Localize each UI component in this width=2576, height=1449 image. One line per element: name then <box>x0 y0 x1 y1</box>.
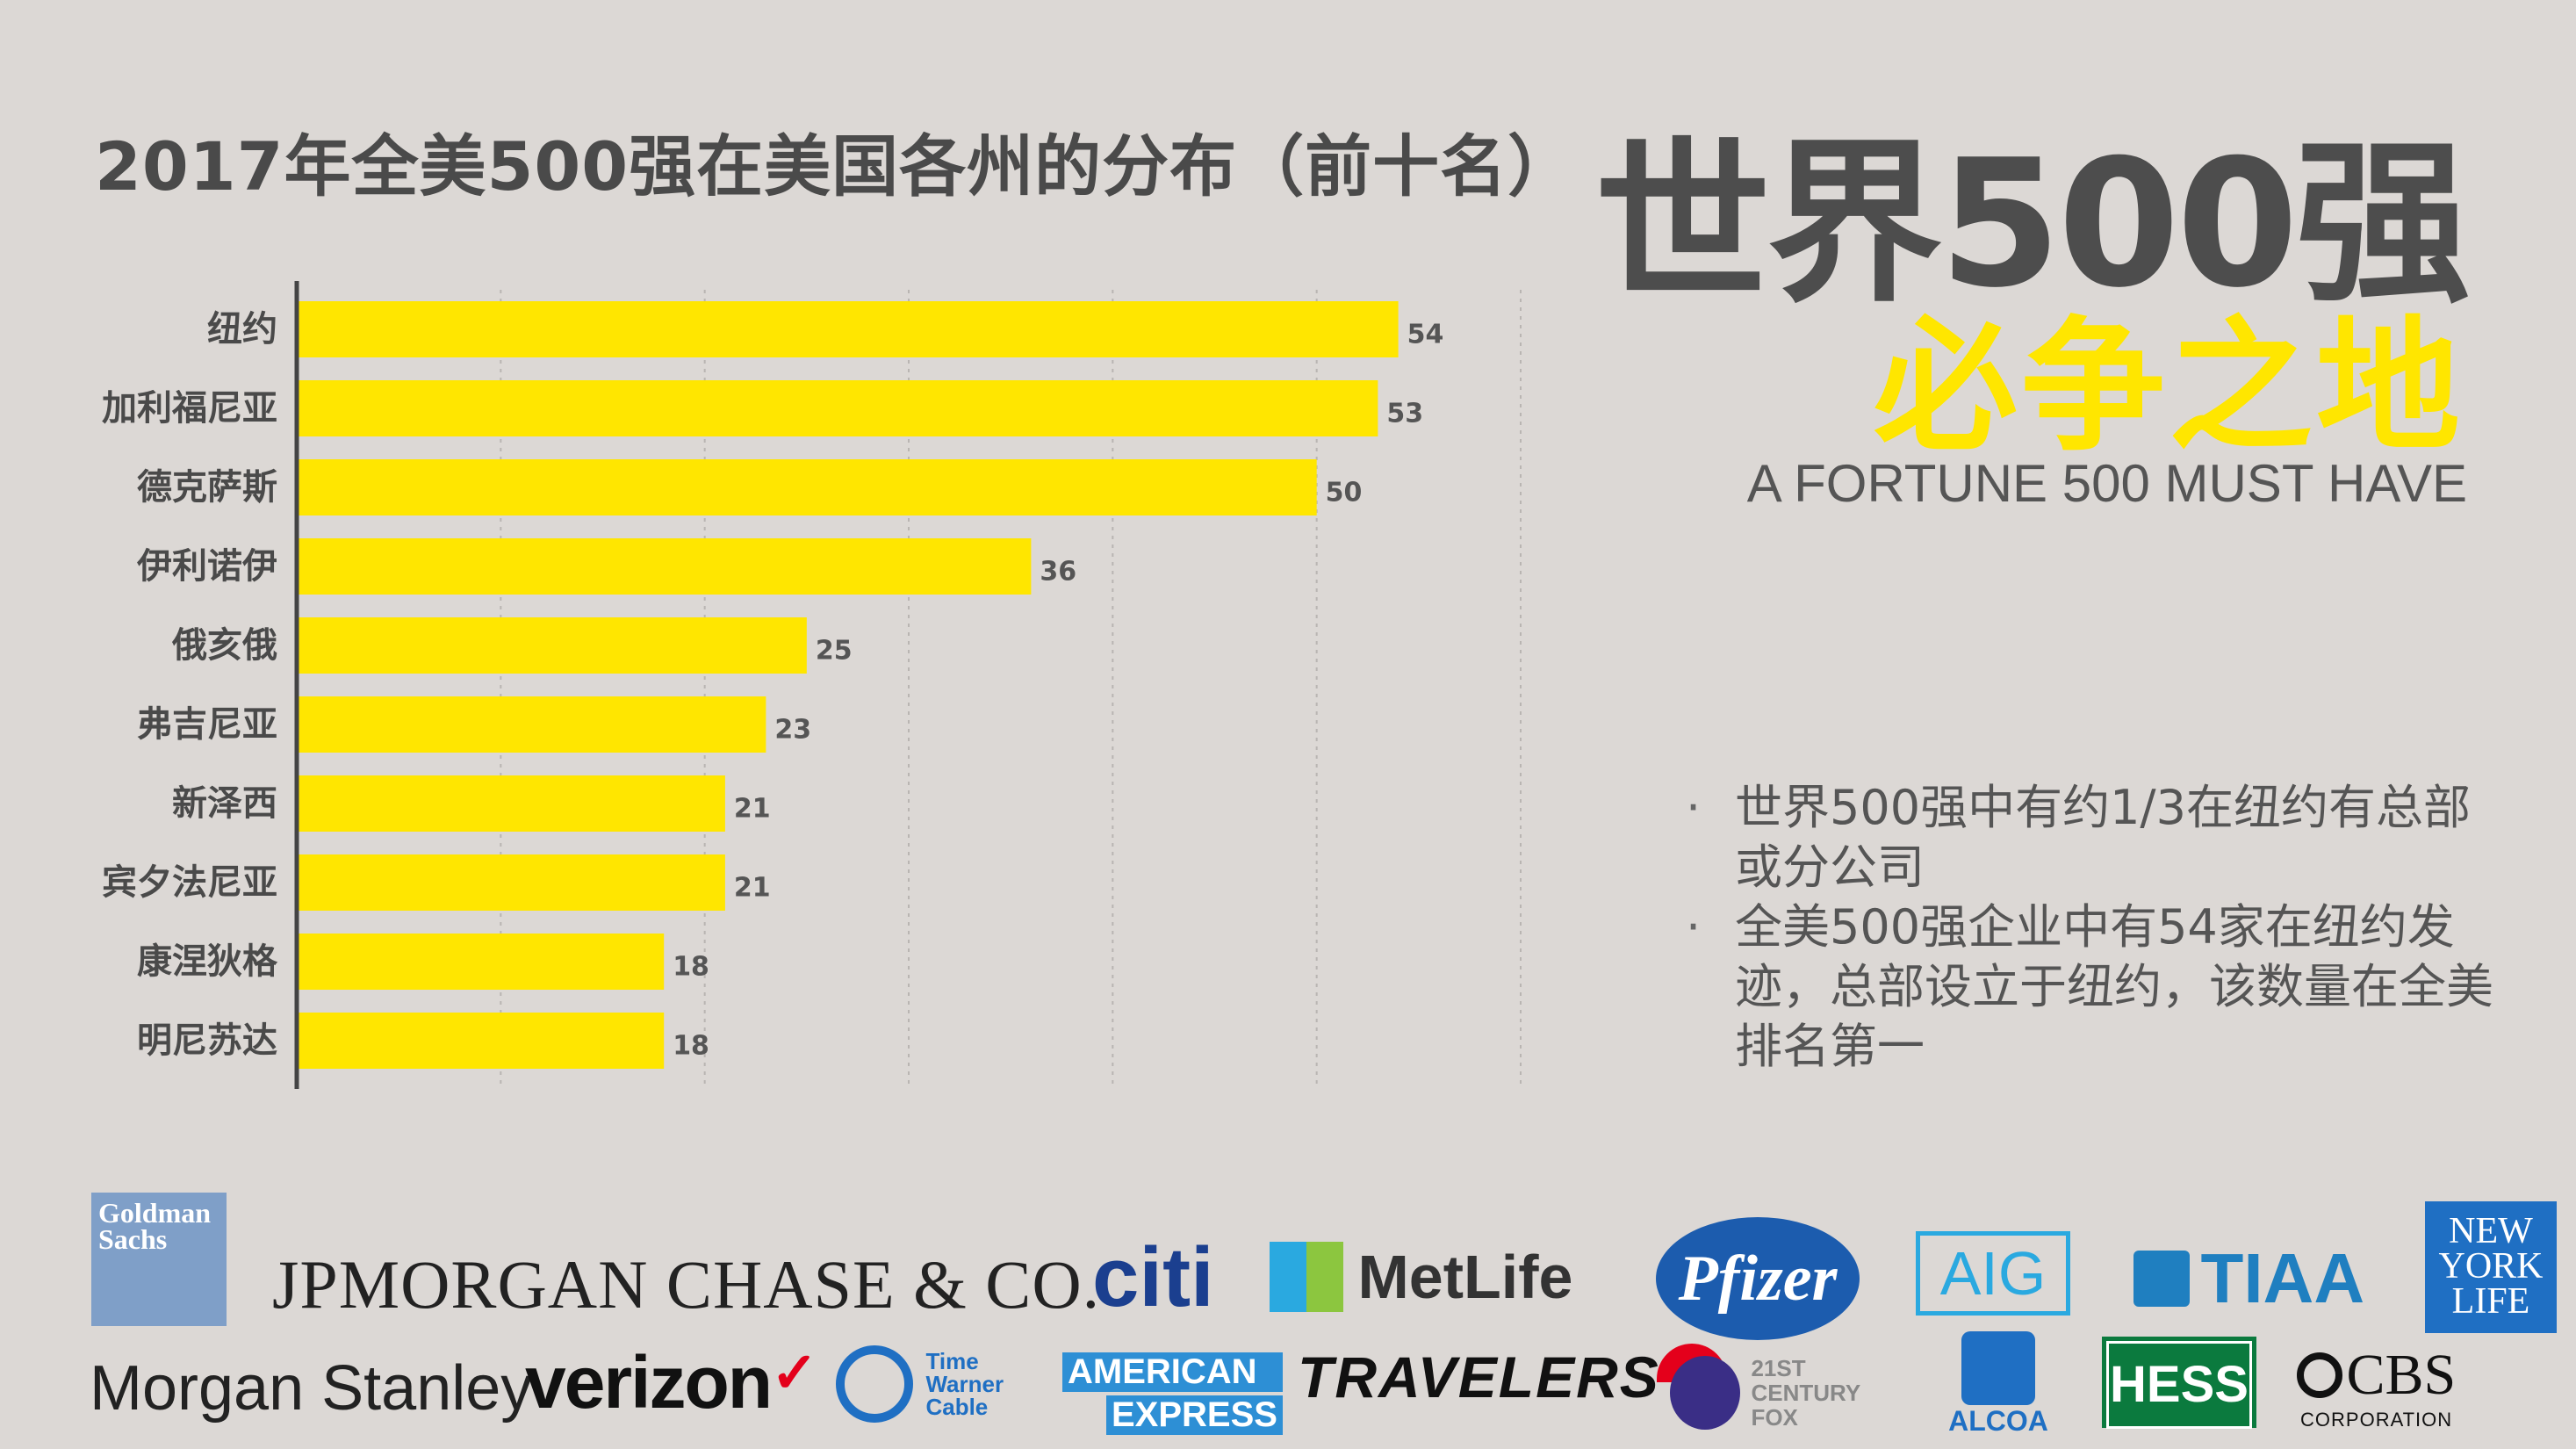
data-label: 53 <box>1386 399 1423 429</box>
category-label: 伊利诺伊 <box>136 546 277 587</box>
twc-eye-icon <box>836 1345 913 1423</box>
morgan-stanley-logo: Morgan Stanley <box>90 1353 533 1424</box>
bar <box>297 301 1399 357</box>
metlife-logo: MetLife <box>1270 1242 1572 1312</box>
bullet-item: 全美500强企业中有54家在纽约发迹，总部设立于纽约，该数量在全美排名第一 <box>1686 898 2511 1077</box>
tiaa-logo: TIAA <box>2133 1238 2364 1319</box>
tagline: A FORTUNE 500 MUST HAVE <box>1746 454 2467 513</box>
bar <box>297 538 1032 595</box>
bar-chart: 纽约 54 加利福尼亚 53 德克萨斯 50 伊利诺伊 36 俄亥俄 25 弗吉尼亚 23 新泽西 21 宾… <box>102 281 1522 1089</box>
21st-century-fox-logo: 21ST CENTURY FOX <box>1670 1356 1882 1430</box>
category-label: 明尼苏达 <box>137 1020 277 1061</box>
hess-logo: HESS <box>2102 1337 2256 1429</box>
metlife-icon <box>1270 1242 1343 1312</box>
data-label: 36 <box>1040 557 1076 588</box>
alcoa-icon <box>1961 1331 2035 1405</box>
cbs-logo: CBS CORPORATION <box>2297 1342 2456 1431</box>
data-label: 23 <box>774 715 811 746</box>
bullet-item: 世界500强中有约1/3在纽约有总部或分公司 <box>1686 778 2511 898</box>
pfizer-logo: Pfizer <box>1656 1217 1860 1340</box>
citi-logo: citi <box>1092 1230 1214 1324</box>
bar <box>297 854 725 911</box>
cbs-eye-icon <box>2297 1352 2342 1398</box>
bar <box>297 617 807 674</box>
bar <box>297 1013 665 1069</box>
data-label: 50 <box>1326 478 1363 508</box>
verizon-logo: verizon✓ <box>525 1341 818 1424</box>
bar <box>297 459 1317 515</box>
bar <box>297 775 725 832</box>
data-label: 54 <box>1407 320 1444 350</box>
chart-title: 2017年全美500强在美国各州的分布（前十名） <box>95 127 1576 205</box>
category-label: 宾夕法尼亚 <box>102 862 277 903</box>
category-label: 德克萨斯 <box>137 467 277 508</box>
american-express-logo: AMERICAN EXPRESS <box>1062 1352 1283 1435</box>
category-label: 纽约 <box>207 309 277 350</box>
category-label: 弗吉尼亚 <box>137 704 277 745</box>
category-label: 新泽西 <box>172 783 277 824</box>
category-label: 加利福尼亚 <box>102 388 277 429</box>
time-warner-cable-logo: Time Warner Cable <box>836 1345 1022 1423</box>
bullet-list: 世界500强中有约1/3在纽约有总部或分公司 全美500强企业中有54家在纽约发… <box>1686 778 2511 1077</box>
alcoa-logo: ALCOA <box>1946 1331 2051 1438</box>
bar <box>297 934 665 990</box>
aig-logo: AIG <box>1916 1231 2070 1316</box>
jpmorgan-chase-logo: JPMORGAN CHASE & CO. <box>272 1246 1101 1323</box>
bar <box>297 380 1378 436</box>
headline: 世界500强 <box>1594 122 2471 327</box>
category-label: 俄亥俄 <box>171 625 277 666</box>
bar <box>297 696 766 753</box>
checkmark-icon: ✓ <box>771 1341 818 1404</box>
goldman-sachs-logo: Goldman Sachs <box>91 1193 227 1326</box>
data-label: 21 <box>734 873 771 904</box>
fox-v-icon <box>1670 1356 1740 1430</box>
new-york-life-logo: NEW YORK LIFE <box>2425 1201 2557 1333</box>
tiaa-icon <box>2133 1251 2190 1307</box>
data-label: 18 <box>673 952 709 983</box>
data-label: 21 <box>734 794 771 825</box>
data-label: 25 <box>816 636 853 667</box>
travelers-logo: TRAVELERS <box>1298 1344 1728 1410</box>
subheadline: 必争之地 <box>1873 303 2464 471</box>
data-label: 18 <box>673 1031 709 1062</box>
category-label: 康涅狄格 <box>137 941 278 982</box>
